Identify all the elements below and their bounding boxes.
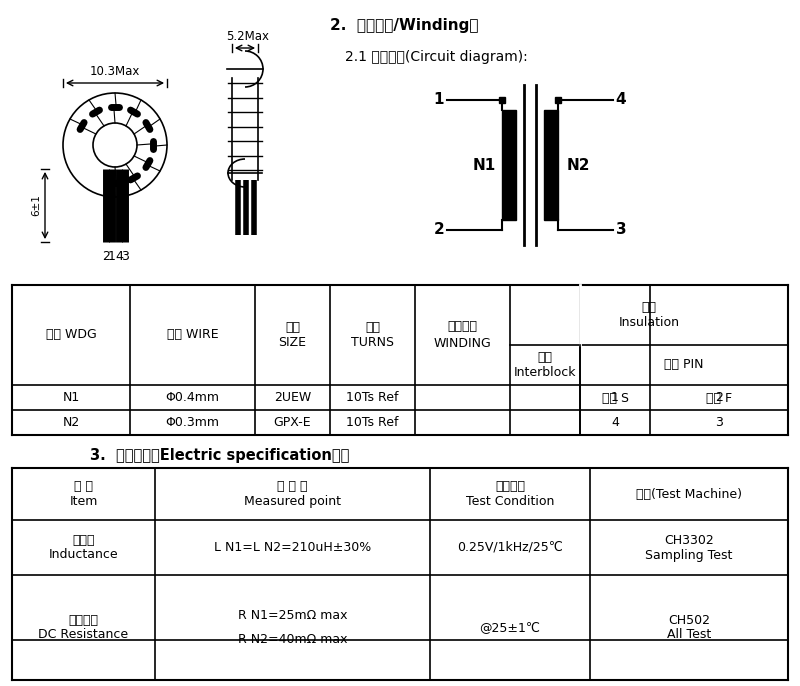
Bar (544, 110, 558, 220)
Text: 绕组 WDG: 绕组 WDG (46, 329, 96, 342)
Text: 1: 1 (434, 93, 444, 108)
Text: 0.25V/1kHz/25℃: 0.25V/1kHz/25℃ (457, 541, 563, 554)
Text: N1: N1 (472, 158, 496, 172)
Text: Φ0.3mm: Φ0.3mm (166, 416, 219, 429)
Text: 圈数
TURNS: 圈数 TURNS (351, 321, 394, 349)
Text: 规格
SIZE: 规格 SIZE (278, 321, 306, 349)
Text: 直流电阻
DC Resistance: 直流电阻 DC Resistance (38, 613, 129, 641)
Text: 2: 2 (715, 391, 723, 404)
Text: L N1=L N2=210uH±30%: L N1=L N2=210uH±30% (214, 541, 371, 554)
Text: N2: N2 (566, 158, 590, 172)
Text: 末头 F: 末头 F (706, 392, 732, 405)
Text: 2: 2 (434, 222, 444, 237)
Text: 4: 4 (115, 250, 123, 263)
Text: 10.3Max: 10.3Max (90, 65, 140, 78)
Text: 3: 3 (121, 250, 129, 263)
Text: 绝缘
Insulation: 绝缘 Insulation (618, 301, 679, 329)
Text: 5.2Max: 5.2Max (226, 30, 270, 43)
Bar (499, 97, 505, 103)
Text: 4: 4 (616, 93, 626, 108)
Text: 2: 2 (102, 250, 110, 263)
Text: 测试条件
Test Condition: 测试条件 Test Condition (466, 480, 554, 508)
Text: 3: 3 (616, 222, 626, 237)
Text: Φ0.4mm: Φ0.4mm (166, 391, 219, 404)
Text: 2.1 电原理图(Circuit diagram):: 2.1 电原理图(Circuit diagram): (345, 50, 528, 64)
Bar (502, 110, 516, 220)
Text: 3.  电气性能（Electric specification）：: 3. 电气性能（Electric specification）： (90, 448, 350, 463)
Text: 线径 WIRE: 线径 WIRE (166, 329, 218, 342)
Text: GPX-E: GPX-E (274, 416, 311, 429)
Text: 1: 1 (611, 391, 619, 404)
Text: 针脚 PIN: 针脚 PIN (664, 359, 704, 372)
Text: 备注(Test Machine): 备注(Test Machine) (636, 488, 742, 501)
Text: 2.  绕组说明/Winding：: 2. 绕组说明/Winding： (330, 18, 478, 33)
Text: 电感量
Inductance: 电感量 Inductance (49, 534, 118, 562)
Text: 10Ts Ref: 10Ts Ref (346, 416, 398, 429)
Text: 6±1: 6±1 (31, 195, 41, 217)
Bar (555, 97, 561, 103)
Text: R N1=25mΩ max: R N1=25mΩ max (238, 609, 347, 622)
Text: 绕线方式
WINDING: 绕线方式 WINDING (434, 320, 491, 350)
Text: 4: 4 (611, 416, 619, 429)
Text: R N2=40mΩ max: R N2=40mΩ max (238, 633, 347, 646)
Text: 起头 S: 起头 S (602, 392, 629, 405)
Text: CH502
All Test: CH502 All Test (667, 613, 711, 641)
Text: CH3302
Sampling Test: CH3302 Sampling Test (646, 534, 733, 562)
Text: 组间
Interblock: 组间 Interblock (514, 351, 576, 379)
Text: 1: 1 (108, 250, 116, 263)
Text: N1: N1 (62, 391, 80, 404)
Text: 项 目
Item: 项 目 Item (70, 480, 98, 508)
Text: 测 试 点
Measured point: 测 试 点 Measured point (244, 480, 341, 508)
Text: 3: 3 (715, 416, 723, 429)
Text: @25±1℃: @25±1℃ (479, 621, 541, 634)
Text: N2: N2 (62, 416, 80, 429)
Text: 10Ts Ref: 10Ts Ref (346, 391, 398, 404)
Text: 2UEW: 2UEW (274, 391, 311, 404)
